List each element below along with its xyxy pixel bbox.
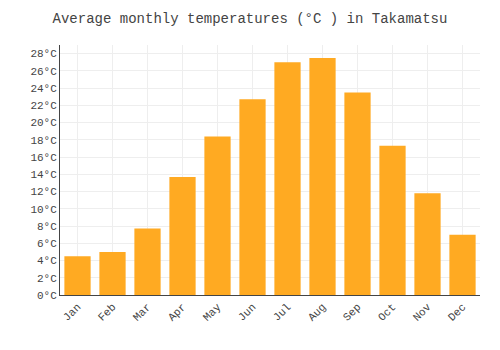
svg-text:Nov: Nov [411,301,434,324]
svg-text:Average monthly temperatures (: Average monthly temperatures (°C ) in Ta… [53,11,448,27]
svg-text:Oct: Oct [376,301,398,323]
svg-text:Aug: Aug [306,301,328,323]
svg-text:6°C: 6°C [37,238,57,250]
svg-text:12°C: 12°C [30,186,57,198]
svg-text:10°C: 10°C [30,204,57,216]
svg-text:26°C: 26°C [30,66,57,78]
svg-text:Dec: Dec [446,301,468,323]
svg-text:8°C: 8°C [37,221,57,233]
svg-text:24°C: 24°C [30,83,57,95]
svg-text:14°C: 14°C [30,169,57,181]
svg-text:Jul: Jul [271,301,293,323]
svg-text:2°C: 2°C [37,273,57,285]
svg-text:Sep: Sep [341,301,363,323]
svg-text:20°C: 20°C [30,117,57,129]
svg-text:28°C: 28°C [30,48,57,60]
svg-text:Apr: Apr [166,301,188,323]
svg-text:Jun: Jun [236,301,258,323]
svg-text:0°C: 0°C [37,290,57,302]
svg-text:22°C: 22°C [30,100,57,112]
svg-text:16°C: 16°C [30,152,57,164]
svg-text:Jan: Jan [61,301,83,323]
svg-text:4°C: 4°C [37,255,57,267]
svg-text:May: May [201,301,224,324]
svg-text:Mar: Mar [131,301,153,323]
svg-text:Feb: Feb [96,301,118,323]
svg-text:18°C: 18°C [30,135,57,147]
